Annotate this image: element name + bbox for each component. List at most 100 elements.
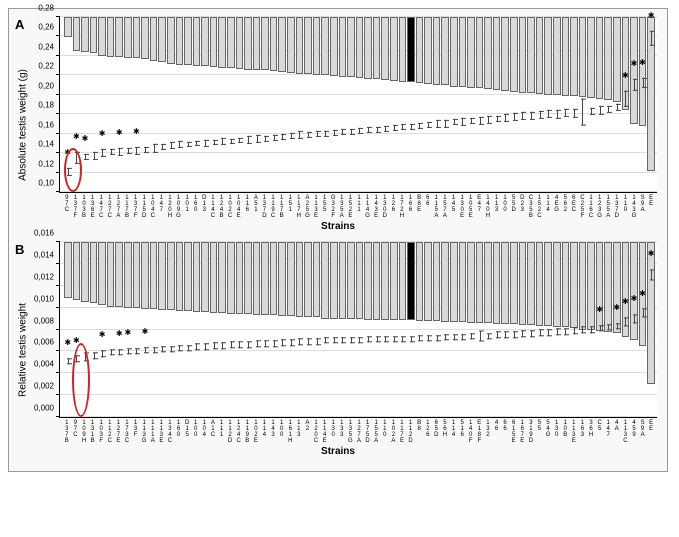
xtick-label: 319D [527, 418, 535, 444]
xtick-label: 103F [97, 418, 105, 444]
ytick-label: 0,28 [38, 4, 54, 13]
xtick-label: 155A [372, 418, 380, 444]
bar [476, 242, 484, 417]
bar [244, 242, 252, 417]
sig-mark: ✱ [596, 305, 603, 314]
bar [107, 242, 115, 417]
xtick-label: 102A [390, 418, 398, 444]
xtick-label: 140H [484, 193, 492, 219]
xtick-label: 97C [63, 193, 71, 219]
xtick-label: 127E [115, 418, 123, 444]
xtick-label: 116 [243, 193, 251, 219]
xtick-label: 109H [80, 418, 88, 444]
xtick-label: 133 [338, 418, 346, 444]
bar [304, 17, 312, 192]
xtick-label: B8 [415, 418, 423, 444]
xtick-label: 55 [536, 418, 544, 444]
bar: ✱ [124, 242, 132, 417]
bar [510, 17, 518, 192]
panel-a-plot: 0,100,120,140,160,180,200,220,240,260,28… [59, 17, 657, 193]
bar [373, 242, 381, 417]
bar: ✱ [630, 242, 638, 417]
bars-area: ✱✱✱✱✱✱✱✱✱✱✱✱ [64, 242, 655, 417]
xtick-label: A25G [304, 193, 312, 219]
xtick-label: 114E [321, 418, 329, 444]
xtick-label: A2 [304, 418, 312, 444]
ytick-label: 0,20 [38, 81, 54, 90]
bar [244, 17, 252, 192]
xtick-label: 112D [226, 418, 234, 444]
sig-mark: ✱ [99, 330, 106, 339]
xtick-label: 140F [467, 418, 475, 444]
bar [407, 17, 415, 192]
xtick-label: 160 [175, 418, 183, 444]
xtick-label: 157A [441, 193, 449, 219]
panel-b-ylabel: Relative testis weight [18, 303, 29, 397]
xtick-label: 119B [243, 418, 251, 444]
bar [261, 17, 269, 192]
ytick-label: 0,010 [34, 294, 54, 303]
ytick-label: 0,22 [38, 62, 54, 71]
xtick-label: 46 [493, 418, 501, 444]
xtick-label: D13 [201, 193, 209, 219]
bars-area: ✱✱✱✱✱✱✱✱✱✱ [64, 17, 655, 192]
bar [390, 17, 398, 192]
sig-mark: ✱ [142, 327, 149, 336]
bar [536, 242, 544, 417]
bar [493, 242, 501, 417]
bar [356, 17, 364, 192]
xtick-label: 155 [321, 193, 329, 219]
xtick-label: 54G [544, 418, 552, 444]
xtick-label: 113E [158, 418, 166, 444]
xtick-label: 137B [63, 418, 71, 444]
bar [407, 242, 415, 417]
xtick-label: 115A [433, 193, 441, 219]
xtick-label: 4EG [553, 193, 561, 219]
xtick-label: 112C [106, 418, 114, 444]
sig-mark: ✱ [648, 11, 655, 20]
bar [604, 242, 612, 417]
bar [124, 17, 132, 192]
sig-mark: ✱ [622, 297, 629, 306]
bar: ✱ [647, 17, 655, 192]
bar [510, 242, 518, 417]
xtick-label: 143E [372, 193, 380, 219]
xtick-label: 131B [89, 418, 97, 444]
bar [253, 242, 261, 417]
ytick-label: 0,16 [38, 120, 54, 129]
xtick-label: 152E [347, 193, 355, 219]
bar [321, 17, 329, 192]
sig-mark: ✱ [73, 336, 80, 345]
sig-mark: ✱ [639, 289, 646, 298]
xtick-label: 130D [381, 193, 389, 219]
bar [553, 17, 561, 192]
sig-mark: ✱ [116, 329, 123, 338]
bar [544, 17, 552, 192]
bar: ✱ [639, 242, 647, 417]
bar: ✱ [639, 17, 647, 192]
bar [141, 17, 149, 192]
xtick-label: 113E [312, 193, 320, 219]
bar [261, 242, 269, 417]
panel-b-xticks: 137B97C109H131B103F112C127E173C13F113G11… [63, 418, 655, 444]
xtick-label: 66 [424, 193, 432, 219]
xtick-label: 163 [579, 418, 587, 444]
xtick-label: D15 [183, 418, 191, 444]
bar [176, 242, 184, 417]
xtick-label: 102C [226, 193, 234, 219]
xtick-label: 172H [398, 193, 406, 219]
xtick-label: 135G [347, 418, 355, 444]
bar [416, 17, 424, 192]
bar [90, 242, 98, 417]
xtick-label: 137F [72, 193, 80, 219]
bar [613, 17, 621, 192]
bar [133, 242, 141, 417]
ytick-label: 0,10 [38, 179, 54, 188]
xtick-label: 36H [587, 418, 595, 444]
xtick-label: 117H [295, 193, 303, 219]
xtick-label: 120H [166, 193, 174, 219]
xtick-label: 119C [269, 193, 277, 219]
xtick-label: C25F [579, 193, 587, 219]
bar [330, 17, 338, 192]
sig-mark: ✱ [73, 132, 80, 141]
